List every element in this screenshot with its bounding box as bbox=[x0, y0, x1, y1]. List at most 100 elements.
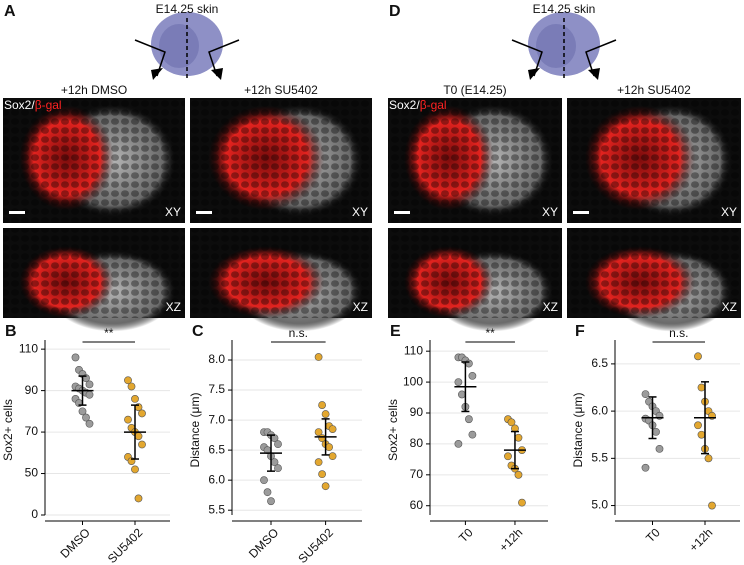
condition-label: +12h SU5402 bbox=[244, 83, 318, 97]
data-point bbox=[697, 383, 706, 392]
y-axis-label: Sox2+ cells bbox=[1, 399, 15, 461]
data-point bbox=[328, 452, 337, 461]
data-point bbox=[134, 432, 143, 441]
y-axis-label: Sox2+ cells bbox=[386, 399, 400, 461]
data-point bbox=[704, 454, 713, 463]
scale-bar bbox=[9, 211, 25, 214]
condition-label: +12h DMSO bbox=[61, 83, 127, 97]
data-point bbox=[314, 353, 323, 361]
condition-label: T0 (E14.25) bbox=[443, 83, 506, 97]
x-tick-label: T0 bbox=[643, 525, 663, 545]
condition-label: +12h SU5402 bbox=[617, 83, 691, 97]
panel-label: C bbox=[192, 323, 204, 340]
plane-label: XZ bbox=[543, 300, 558, 314]
y-tick-label: 5.5 bbox=[208, 502, 225, 516]
y-tick-label: 7.0 bbox=[208, 412, 225, 426]
data-point bbox=[85, 380, 94, 389]
y-tick-label: 50 bbox=[25, 466, 39, 480]
data-point bbox=[85, 419, 94, 428]
skin-icon-shade bbox=[159, 24, 199, 68]
data-point bbox=[314, 458, 323, 467]
y-tick-label: 0 bbox=[31, 507, 38, 521]
nuclei bbox=[388, 228, 562, 318]
plane-label: XY bbox=[352, 205, 368, 219]
data-point bbox=[260, 476, 268, 485]
significance: ** bbox=[486, 326, 496, 340]
y-tick-label: 100 bbox=[403, 374, 423, 388]
data-point bbox=[314, 428, 323, 437]
data-point bbox=[325, 443, 333, 452]
data-point bbox=[267, 497, 275, 506]
y-tick-label: 8.0 bbox=[208, 352, 225, 366]
data-point bbox=[318, 401, 326, 409]
data-point bbox=[454, 378, 463, 386]
data-point bbox=[468, 430, 477, 439]
x-tick-label: DMSO bbox=[58, 525, 93, 560]
x-tick-label: DMSO bbox=[246, 525, 281, 560]
sample-label: E14.25 skin bbox=[533, 2, 596, 16]
panel-label: E bbox=[390, 323, 401, 340]
data-point bbox=[464, 359, 473, 368]
data-point bbox=[514, 470, 523, 479]
data-point bbox=[468, 372, 477, 380]
data-point bbox=[274, 440, 282, 449]
data-point bbox=[138, 409, 146, 418]
stain-sox2: Sox2/ bbox=[389, 98, 420, 112]
data-point bbox=[321, 410, 330, 418]
data-point bbox=[127, 382, 136, 391]
stain-bgal: β-gal bbox=[35, 98, 62, 112]
plane-label: XZ bbox=[166, 300, 181, 314]
arrow bbox=[585, 39, 617, 77]
data-point bbox=[85, 390, 94, 399]
significance: ** bbox=[104, 326, 114, 340]
data-point bbox=[518, 498, 526, 507]
skin-icon-shade bbox=[536, 24, 576, 68]
nuclei bbox=[567, 98, 741, 223]
data-point bbox=[131, 465, 139, 474]
arrow bbox=[511, 39, 543, 77]
y-tick-label: 7.5 bbox=[208, 382, 225, 396]
data-point bbox=[454, 440, 463, 448]
y-tick-label: 110 bbox=[19, 341, 38, 355]
data-point bbox=[124, 376, 132, 385]
data-point bbox=[694, 352, 702, 361]
data-point bbox=[263, 488, 272, 497]
data-point bbox=[124, 415, 132, 424]
sample-label: E14.25 skin bbox=[156, 2, 219, 16]
y-tick-label: 5.0 bbox=[591, 498, 608, 512]
data-point bbox=[697, 430, 706, 439]
scale-bar bbox=[196, 211, 212, 214]
data-point bbox=[134, 494, 143, 503]
y-tick-label: 5.5 bbox=[591, 451, 608, 465]
plane-label: XZ bbox=[353, 300, 368, 314]
data-point bbox=[138, 440, 146, 449]
stain-label: Sox2/β-gal bbox=[4, 98, 62, 112]
stain-sox2: Sox2/ bbox=[4, 98, 35, 112]
y-tick-label: 70 bbox=[25, 424, 39, 438]
y-tick-label: 6.5 bbox=[591, 356, 608, 370]
x-tick-label: SU5402 bbox=[105, 525, 146, 565]
plane-label: XY bbox=[165, 205, 181, 219]
nuclei bbox=[190, 228, 372, 318]
panel-label: A bbox=[4, 3, 16, 20]
panel-label: D bbox=[389, 3, 401, 20]
scale-bar bbox=[573, 211, 589, 214]
data-point bbox=[507, 418, 516, 427]
x-tick-label: +12h bbox=[496, 525, 525, 554]
nuclei bbox=[3, 98, 185, 223]
arrow bbox=[208, 39, 240, 77]
y-tick-label: 80 bbox=[410, 436, 424, 450]
nuclei bbox=[190, 98, 372, 223]
y-tick-label: 70 bbox=[410, 467, 424, 481]
data-point bbox=[504, 452, 512, 461]
x-tick-label: T0 bbox=[456, 525, 476, 545]
data-point bbox=[655, 444, 664, 453]
data-point bbox=[71, 353, 80, 362]
data-point bbox=[694, 421, 702, 430]
data-point bbox=[641, 463, 650, 472]
arrow-head bbox=[528, 68, 540, 80]
y-tick-label: 6.5 bbox=[208, 442, 225, 456]
x-tick-label: SU5402 bbox=[295, 525, 336, 565]
data-point bbox=[82, 413, 90, 422]
